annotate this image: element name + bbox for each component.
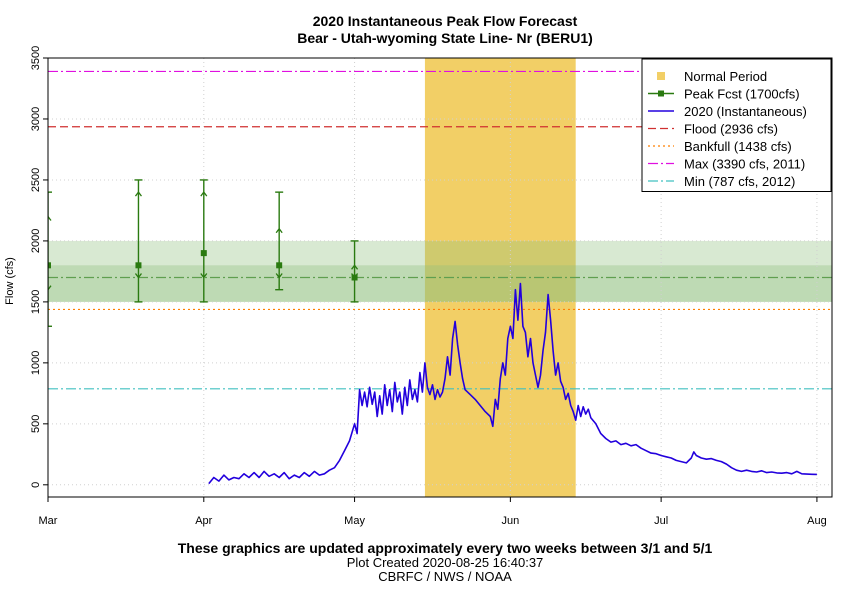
peak-forecast-4	[350, 240, 359, 303]
x-tick-label: Aug	[807, 515, 827, 527]
legend-item-3: Flood (2936 cfs)	[648, 122, 778, 137]
y-tick-label: 3500	[30, 46, 42, 70]
y-tick-label: 500	[30, 415, 42, 433]
peak-forecast-median	[351, 274, 358, 281]
forecast-band-0	[48, 240, 832, 302]
peak-forecast-median	[48, 262, 51, 269]
peak-forecast-arrow-1	[200, 273, 208, 279]
observed-flow-line	[208, 282, 817, 485]
chart-title: 2020 Instantaneous Peak Flow Forecast	[313, 13, 578, 29]
footer-update-note: These graphics are updated approximately…	[178, 540, 713, 556]
x-tick-label: Jul	[654, 515, 668, 527]
legend-item-6: Min (787 cfs, 2012)	[648, 174, 795, 189]
legend: Normal Period Peak Fcst (1700cfs) 2020 (In…	[641, 58, 832, 192]
footer-credit: CBRFC / NWS / NOAA	[378, 569, 512, 584]
peak-forecast-3	[275, 191, 284, 291]
legend-item-5: Max (3390 cfs, 2011)	[648, 157, 805, 172]
x-tick-label: Jun	[501, 515, 519, 527]
peak-forecast-2	[199, 179, 208, 303]
plot-area: 0 500 1000 1500 2000 2500 3000 3500 Mar Apr May Jun…	[30, 46, 833, 527]
y-tick-label: 0	[30, 482, 42, 488]
y-tick-label: 3000	[30, 107, 42, 131]
peak-forecast-arrow-1	[134, 273, 142, 279]
legend-label: Peak Fcst (1700cfs)	[684, 87, 800, 102]
peak-forecast-median	[200, 250, 207, 257]
legend-label: Bankfull (1438 cfs)	[684, 139, 792, 154]
x-tick-label: Apr	[195, 515, 212, 527]
y-tick-label: 2000	[30, 229, 42, 253]
peak-forecast-1	[134, 179, 143, 303]
legend-label: Min (787 cfs, 2012)	[684, 174, 795, 189]
legend-label: Max (3390 cfs, 2011)	[684, 157, 805, 172]
y-axis-label: Flow (cfs)	[4, 257, 16, 305]
peak-forecast-arrow-0	[134, 191, 142, 197]
y-tick-label: 2500	[30, 168, 42, 192]
plot-inner	[48, 58, 832, 497]
legend-box	[641, 58, 832, 192]
legend-label: 2020 (Instantaneous)	[684, 104, 807, 119]
peak-forecast-0	[48, 191, 52, 327]
peak-forecast-arrow-1	[275, 273, 283, 279]
peak-forecast-arrow-0	[200, 191, 208, 197]
x-tick-label: Mar	[39, 515, 58, 527]
y-tick-label: 1500	[30, 290, 42, 314]
peak-forecast-arrow-0	[275, 227, 283, 234]
peak-forecast-arrow-0	[48, 215, 52, 221]
legend-item-2: 2020 (Instantaneous)	[648, 104, 807, 119]
peak-forecast-arrow-1	[48, 285, 52, 291]
plot-frame	[47, 57, 833, 498]
chart-subtitle: Bear - Utah-wyoming State Line- Nr (BERU…	[297, 30, 593, 46]
legend-swatch-square	[657, 72, 665, 80]
legend-item-1: Peak Fcst (1700cfs)	[648, 87, 800, 102]
legend-item-0: Normal Period	[657, 69, 767, 84]
legend-label: Normal Period	[684, 69, 767, 84]
peak-forecast-arrow-0	[351, 264, 359, 270]
x-tick-label: May	[344, 515, 365, 527]
legend-item-4: Bankfull (1438 cfs)	[648, 139, 792, 154]
forecast-band-1	[48, 265, 832, 302]
peak-forecast-median	[135, 262, 142, 269]
legend-swatch-square	[658, 90, 664, 97]
footer-created: Plot Created 2020-08-25 16:40:37	[347, 555, 544, 570]
legend-label: Flood (2936 cfs)	[684, 122, 778, 137]
peak-forecast-median	[276, 262, 283, 269]
y-tick-label: 1000	[30, 351, 42, 375]
